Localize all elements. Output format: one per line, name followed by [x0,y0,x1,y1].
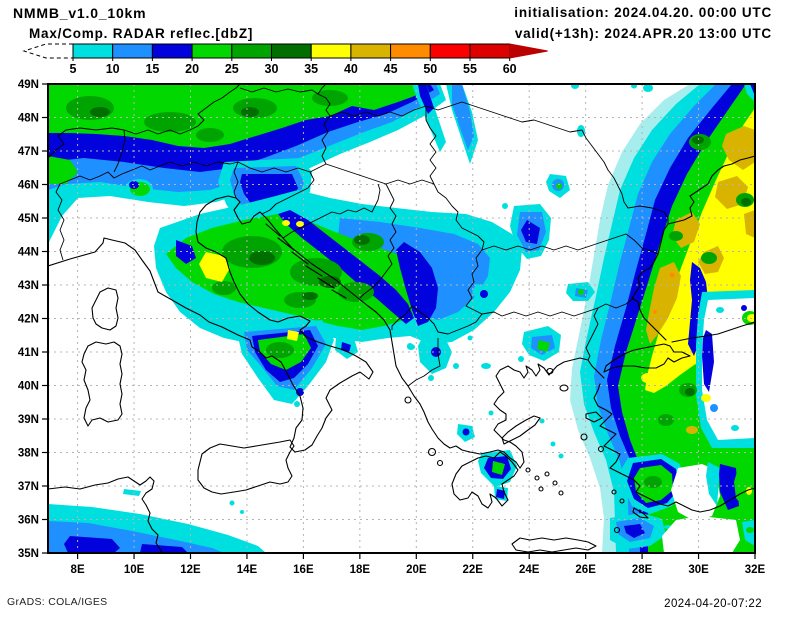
lat-label: 44N [18,247,39,259]
colorbar-segment [231,43,273,59]
colorbar-segment [469,43,511,59]
shading-africa-band [48,489,266,553]
lat-label: 41N [18,347,39,359]
lat-label: 39N [18,414,39,426]
lon-label: 14E [237,564,258,576]
shading-south-italy-cell [236,320,358,407]
product-title: Max/Comp. RADAR reflec.[dbZ] [29,26,254,41]
creation-timestamp: 2024-04-20-07:22 [664,598,762,610]
lon-label: 30E [688,564,709,576]
lon-label: 26E [575,564,596,576]
colorbar-level-label: 60 [503,62,517,76]
colorbar: 5 10 15 20 25 30 35 40 45 50 55 60 [22,43,548,76]
colorbar-segment [271,43,312,59]
lon-label: 18E [350,564,371,576]
lat-label: 43N [18,280,39,292]
lon-label: 16E [293,564,314,576]
lon-label: 12E [180,564,201,576]
lat-label: 45N [18,213,39,225]
model-title: NMMB_v1.0_10km [13,5,147,21]
lat-label: 40N [18,381,39,393]
colorbar-level-label: 40 [344,62,358,76]
colorbar-level-label: 15 [145,62,159,76]
lat-label: 38N [18,448,39,460]
colorbar-segment [151,43,193,59]
colorbar-segment [350,43,392,59]
lat-label: 46N [18,180,39,192]
lat-label: 36N [18,515,39,527]
colorbar-level-label: 45 [384,62,398,76]
lon-label: 28E [632,564,653,576]
lon-label: 8E [71,564,85,576]
shading-south-serbia-cells [407,284,496,374]
colorbar-level-label: 55 [463,62,477,76]
colorbar-level-label: 5 [70,62,77,76]
lat-label: 47N [18,146,39,158]
colorbar-segment [429,43,471,59]
colorbar-level-label: 20 [185,62,199,76]
colorbar-segment [191,43,233,59]
colorbar-level-label: 50 [423,62,437,76]
lat-lon-grid [48,84,755,553]
lon-label: 32E [745,564,766,576]
colorbar-level-label: 30 [265,62,279,76]
valid-time: valid(+13h): 2024.APR.20 13:00 UTC [514,26,772,41]
overflow-arrow [509,43,548,59]
lon-label: 22E [463,564,484,576]
axis-ticks [42,83,756,559]
lon-label: 24E [519,564,540,576]
colorbar-level-label: 10 [106,62,120,76]
colorbar-level-label: 35 [304,62,318,76]
axis-labels: 49N 48N 47N 46N 45N 44N 43N 42N 41N 40N 39N 38N 37N 3… [18,79,766,576]
shading-greece-cells [407,344,564,501]
colorbar-segment [310,43,352,59]
lat-label: 37N [18,481,39,493]
coastlines [48,155,755,553]
colorbar-segment [72,43,114,59]
lat-label: 48N [18,113,39,125]
lon-label: 10E [124,564,145,576]
lat-label: 49N [18,79,39,91]
lat-label: 35N [18,548,39,560]
country-borders [48,84,669,387]
initialisation-time: initialisation: 2024.04.20. 00:00 UTC [514,5,772,20]
grads-credit: GrADS: COLA/IGES [7,596,108,608]
lon-label: 20E [406,564,427,576]
colorbar-segment [112,43,153,59]
underflow-arrow [22,43,74,59]
lat-label: 42N [18,314,39,326]
colorbar-level-label: 25 [225,62,239,76]
colorbar-segment [390,43,431,59]
